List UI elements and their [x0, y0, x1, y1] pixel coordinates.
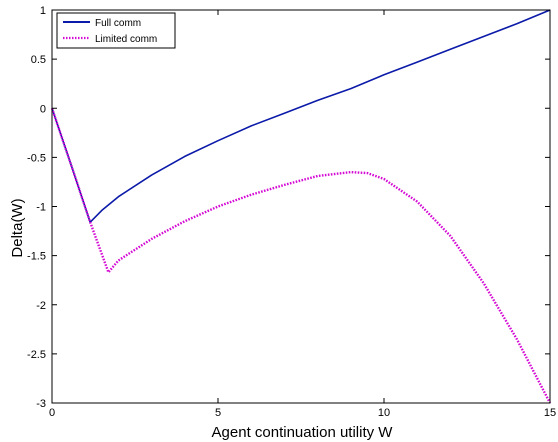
x-tick-label: 10	[378, 407, 390, 419]
y-tick-label: -0.5	[27, 152, 46, 164]
series-line-limited-comm	[50, 107, 552, 404]
y-tick-label: -1.5	[27, 251, 46, 263]
y-tick-label: 0.5	[31, 54, 46, 66]
y-tick-label: -1	[36, 202, 46, 214]
legend-label-limited-comm: Limited comm	[95, 34, 157, 45]
y-axis-label: Delta(W)	[9, 198, 26, 257]
y-tick-label: 0	[40, 103, 46, 115]
series-line-full-comm	[51, 9, 551, 223]
plot-area	[52, 10, 550, 403]
x-tick-label: 0	[49, 407, 55, 419]
legend-box	[56, 12, 176, 49]
y-tick-label: -3	[36, 398, 46, 410]
legend: Full comm Limited comm	[56, 12, 176, 49]
y-tick-label: -2	[36, 300, 46, 312]
y-tick-label: 1	[40, 5, 46, 17]
x-tick-label: 5	[215, 407, 221, 419]
legend-label-full-comm: Full comm	[95, 18, 141, 29]
y-tick-label: -2.5	[27, 349, 46, 361]
x-axis-label: Agent continuation utility W	[212, 424, 394, 441]
x-tick-label: 15	[544, 407, 556, 419]
